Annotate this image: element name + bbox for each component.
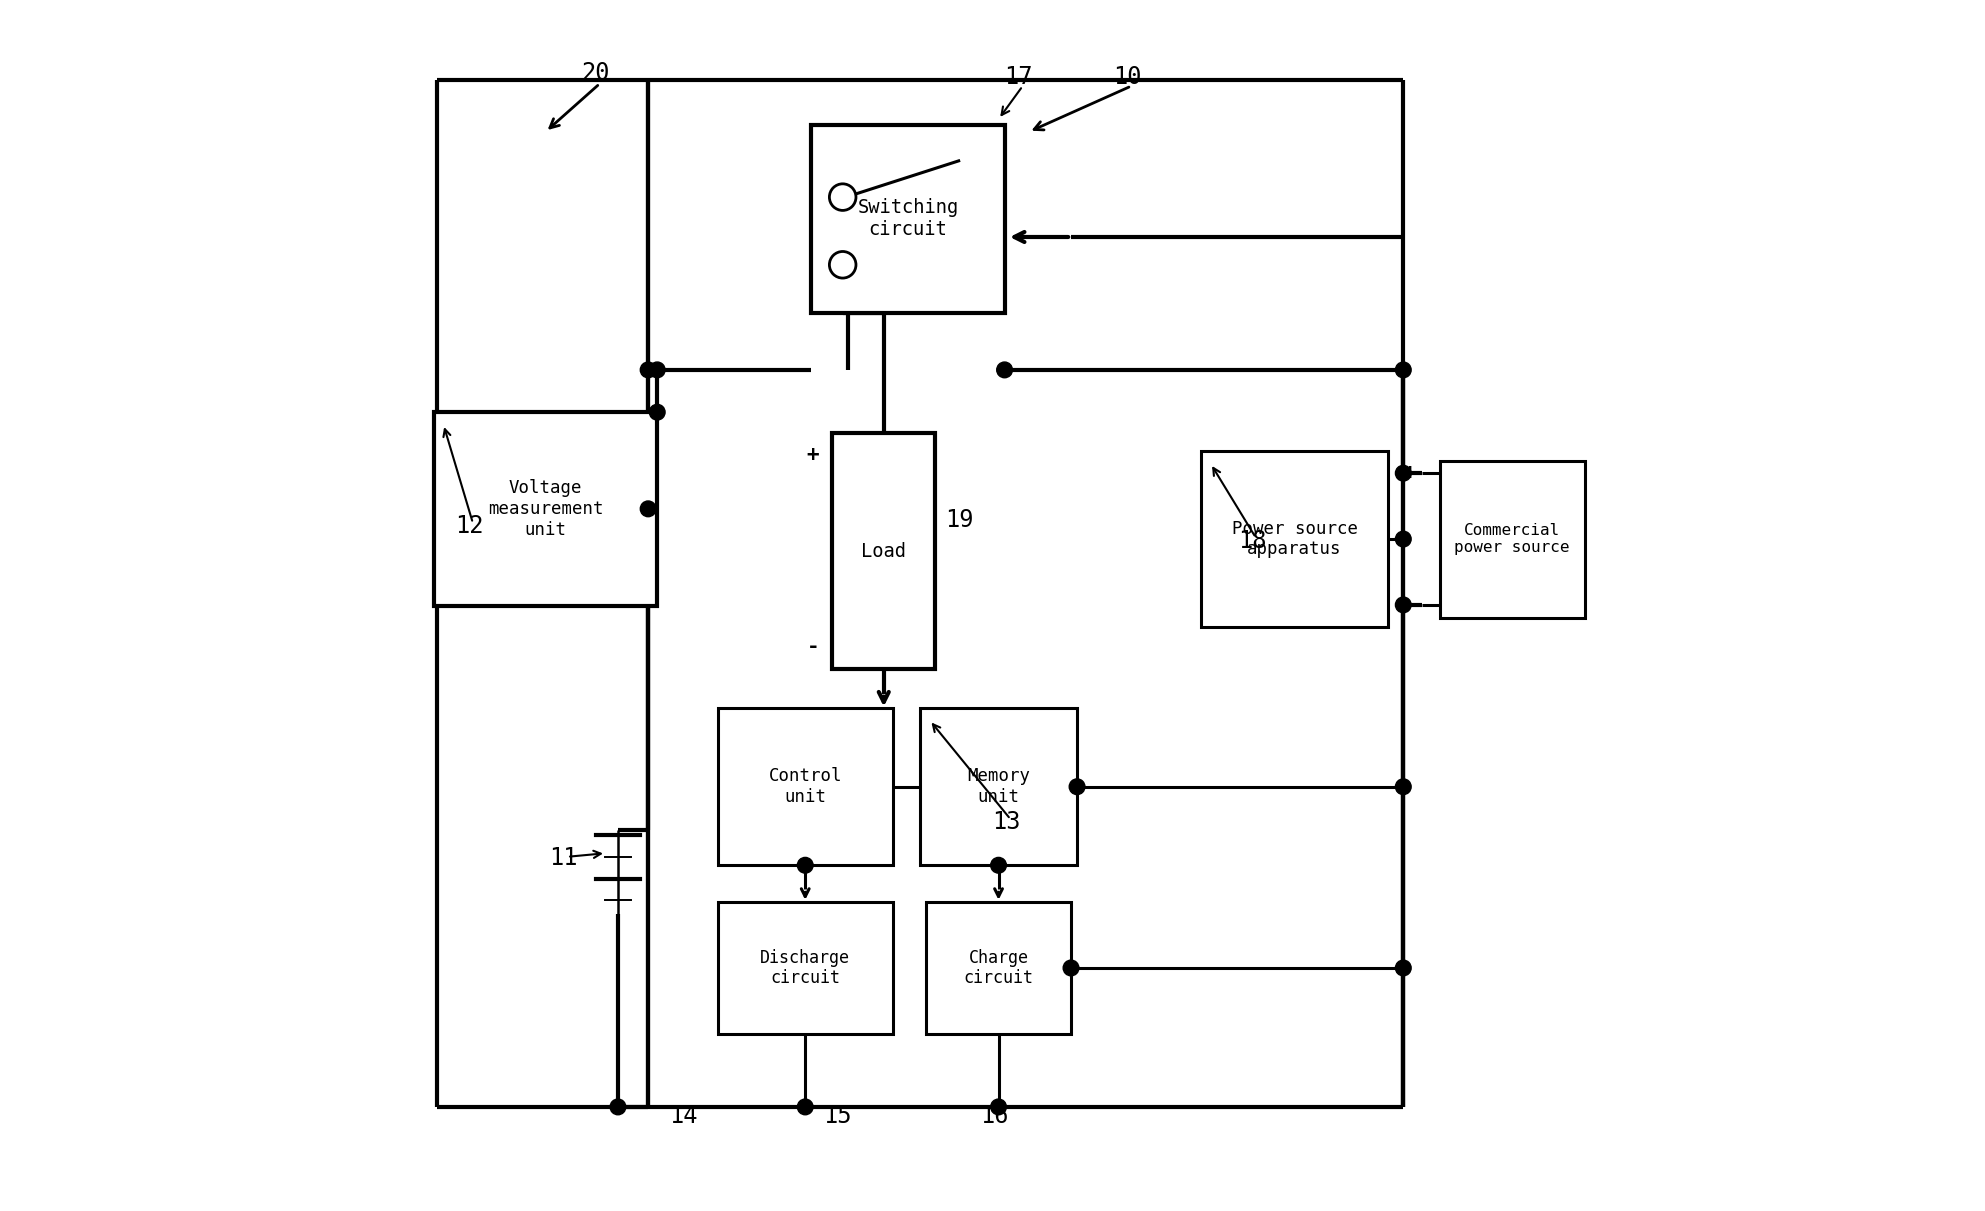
Circle shape	[1395, 465, 1411, 481]
Circle shape	[1395, 362, 1411, 378]
Text: -: -	[1403, 595, 1415, 615]
Bar	[832, 434, 935, 668]
Bar	[919, 708, 1078, 866]
Circle shape	[798, 857, 814, 873]
Text: +: +	[806, 446, 820, 465]
Text: Power source
apparatus: Power source apparatus	[1231, 520, 1358, 558]
Circle shape	[641, 362, 655, 378]
Text: Voltage
measurement
unit: Voltage measurement unit	[488, 480, 603, 539]
Bar	[719, 901, 893, 1034]
Text: Commercial
power source: Commercial power source	[1455, 523, 1570, 556]
Circle shape	[609, 1100, 625, 1115]
Circle shape	[1395, 960, 1411, 976]
Text: 10: 10	[1114, 64, 1141, 88]
Text: Discharge
circuit: Discharge circuit	[760, 948, 850, 987]
Circle shape	[1064, 960, 1080, 976]
Bar	[719, 708, 893, 866]
Text: 11: 11	[550, 846, 578, 871]
Text: 14: 14	[669, 1103, 697, 1127]
Text: +: +	[1403, 463, 1415, 483]
Text: Charge
circuit: Charge circuit	[963, 948, 1034, 987]
Circle shape	[649, 404, 665, 420]
Circle shape	[830, 184, 856, 211]
Text: 15: 15	[824, 1103, 852, 1127]
Text: -: -	[806, 637, 820, 658]
Circle shape	[649, 362, 665, 378]
Circle shape	[641, 501, 655, 517]
Circle shape	[1070, 779, 1086, 794]
Circle shape	[991, 1100, 1006, 1115]
Bar	[1201, 452, 1388, 626]
Text: Load: Load	[861, 541, 907, 561]
Text: 16: 16	[981, 1103, 1008, 1127]
Text: Memory
unit: Memory unit	[967, 768, 1030, 807]
Bar	[1439, 460, 1584, 618]
Text: 18: 18	[1239, 528, 1266, 552]
Text: 12: 12	[455, 513, 482, 538]
Circle shape	[1395, 597, 1411, 613]
Circle shape	[991, 857, 1006, 873]
Text: 19: 19	[945, 507, 973, 532]
Text: Switching
circuit: Switching circuit	[858, 199, 959, 240]
Text: 20: 20	[582, 61, 609, 85]
Circle shape	[996, 362, 1012, 378]
Bar	[812, 125, 1004, 312]
Bar	[433, 412, 657, 606]
Text: 17: 17	[1004, 64, 1032, 88]
Circle shape	[798, 1100, 814, 1115]
Text: Control
unit: Control unit	[768, 768, 842, 807]
Bar	[927, 901, 1072, 1034]
Text: 13: 13	[992, 810, 1020, 834]
Circle shape	[1395, 532, 1411, 547]
Circle shape	[830, 252, 856, 279]
Circle shape	[1395, 779, 1411, 794]
